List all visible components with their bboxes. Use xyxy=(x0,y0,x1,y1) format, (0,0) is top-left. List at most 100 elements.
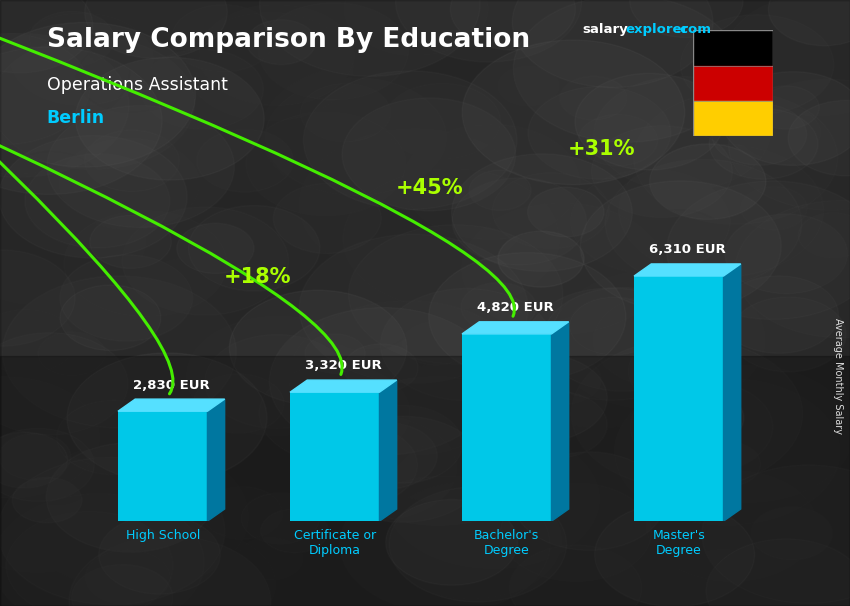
Ellipse shape xyxy=(677,550,770,606)
Ellipse shape xyxy=(509,545,642,606)
Ellipse shape xyxy=(30,12,114,67)
Ellipse shape xyxy=(343,168,559,309)
Polygon shape xyxy=(379,380,397,521)
Polygon shape xyxy=(462,322,569,334)
Ellipse shape xyxy=(344,0,488,56)
Ellipse shape xyxy=(711,104,807,165)
Ellipse shape xyxy=(269,308,496,455)
Ellipse shape xyxy=(193,374,284,433)
Ellipse shape xyxy=(199,5,354,105)
Ellipse shape xyxy=(658,390,744,446)
Bar xyxy=(118,411,207,521)
Ellipse shape xyxy=(498,231,584,287)
Ellipse shape xyxy=(85,0,227,58)
Ellipse shape xyxy=(187,316,370,436)
Ellipse shape xyxy=(630,210,728,274)
Ellipse shape xyxy=(706,539,850,606)
Ellipse shape xyxy=(702,465,850,604)
Ellipse shape xyxy=(26,463,88,504)
Polygon shape xyxy=(207,399,224,521)
Ellipse shape xyxy=(525,288,698,401)
Ellipse shape xyxy=(615,379,840,525)
Ellipse shape xyxy=(349,362,570,505)
Ellipse shape xyxy=(38,332,105,376)
Ellipse shape xyxy=(76,40,188,112)
Ellipse shape xyxy=(428,253,626,381)
Ellipse shape xyxy=(69,536,271,606)
Ellipse shape xyxy=(666,181,850,319)
Text: salary: salary xyxy=(582,23,628,36)
Ellipse shape xyxy=(47,105,235,227)
Ellipse shape xyxy=(141,49,264,129)
Text: 6,310 EUR: 6,310 EUR xyxy=(649,244,726,256)
Ellipse shape xyxy=(575,73,723,170)
Ellipse shape xyxy=(528,187,604,237)
Ellipse shape xyxy=(64,211,227,316)
Ellipse shape xyxy=(798,213,850,258)
Ellipse shape xyxy=(501,483,652,581)
Bar xyxy=(693,65,774,101)
Ellipse shape xyxy=(0,432,67,488)
Ellipse shape xyxy=(122,207,288,315)
Ellipse shape xyxy=(595,502,755,606)
Ellipse shape xyxy=(0,47,162,195)
Text: Operations Assistant: Operations Assistant xyxy=(47,76,228,94)
Bar xyxy=(462,334,552,521)
Ellipse shape xyxy=(381,481,562,599)
Ellipse shape xyxy=(0,333,128,435)
Ellipse shape xyxy=(472,354,607,442)
Ellipse shape xyxy=(513,0,713,87)
Ellipse shape xyxy=(60,138,200,230)
Ellipse shape xyxy=(462,40,684,185)
Ellipse shape xyxy=(630,0,743,38)
Ellipse shape xyxy=(384,84,501,159)
Ellipse shape xyxy=(0,377,99,498)
Ellipse shape xyxy=(401,478,491,536)
Bar xyxy=(693,30,774,65)
Ellipse shape xyxy=(343,98,516,211)
Ellipse shape xyxy=(581,181,781,311)
Ellipse shape xyxy=(116,531,275,606)
Bar xyxy=(0,356,850,606)
Ellipse shape xyxy=(452,178,586,265)
Ellipse shape xyxy=(189,205,320,291)
Bar xyxy=(634,276,723,521)
Ellipse shape xyxy=(261,64,473,202)
Ellipse shape xyxy=(788,101,850,176)
Ellipse shape xyxy=(571,339,802,489)
Text: explorer: explorer xyxy=(626,23,689,36)
Ellipse shape xyxy=(451,154,632,271)
Ellipse shape xyxy=(492,173,609,248)
Ellipse shape xyxy=(0,433,71,480)
Ellipse shape xyxy=(0,136,187,258)
Ellipse shape xyxy=(504,391,607,458)
Ellipse shape xyxy=(60,285,161,350)
Ellipse shape xyxy=(67,353,267,483)
Text: +45%: +45% xyxy=(395,179,463,199)
Ellipse shape xyxy=(721,72,850,165)
Ellipse shape xyxy=(303,71,517,210)
Ellipse shape xyxy=(462,203,663,334)
Polygon shape xyxy=(118,399,224,411)
Ellipse shape xyxy=(467,392,533,436)
Ellipse shape xyxy=(0,37,195,170)
Ellipse shape xyxy=(395,0,581,62)
Ellipse shape xyxy=(403,322,469,365)
Text: Salary Comparison By Education: Salary Comparison By Education xyxy=(47,27,530,53)
Text: 2,830 EUR: 2,830 EUR xyxy=(133,379,210,391)
Ellipse shape xyxy=(498,66,559,105)
Ellipse shape xyxy=(681,15,834,115)
Ellipse shape xyxy=(752,86,819,129)
Ellipse shape xyxy=(649,144,766,219)
Bar xyxy=(290,392,379,521)
Polygon shape xyxy=(634,264,740,276)
Ellipse shape xyxy=(86,550,170,605)
Ellipse shape xyxy=(60,255,193,341)
Text: 4,820 EUR: 4,820 EUR xyxy=(477,301,553,315)
Ellipse shape xyxy=(25,154,170,248)
Ellipse shape xyxy=(265,78,446,196)
Ellipse shape xyxy=(513,452,665,550)
Ellipse shape xyxy=(593,293,740,388)
Ellipse shape xyxy=(237,538,303,580)
Ellipse shape xyxy=(631,381,773,473)
